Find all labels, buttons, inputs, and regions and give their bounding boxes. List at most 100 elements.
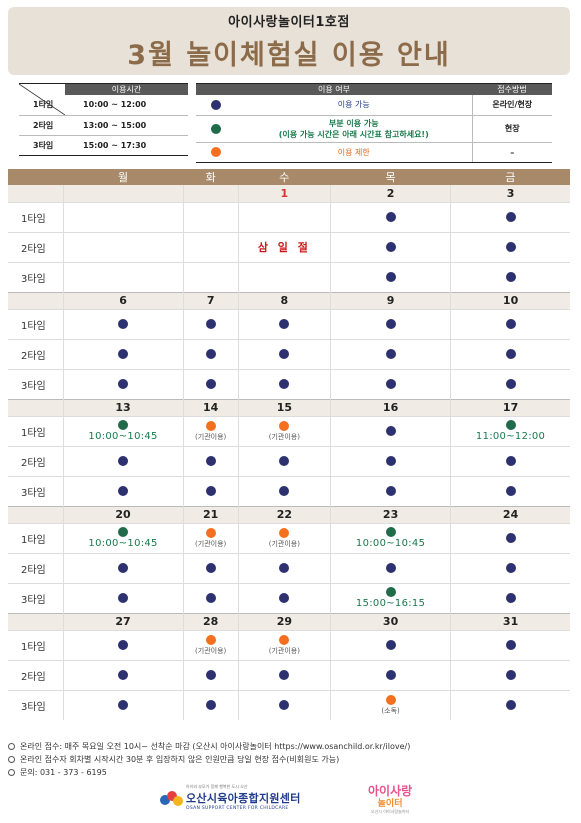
slot-cell: 15:00~16:15 (330, 582, 451, 613)
legend-restricted-text: 이용 제한 (236, 142, 472, 163)
legend-method-header: 접수방법 (472, 83, 552, 95)
date-cell: 6 (62, 291, 184, 309)
slot-cell (237, 445, 331, 476)
slot-cell (330, 445, 451, 476)
page-subtitle: 아이사랑놀이터1호점 (228, 15, 350, 30)
slot-cell (182, 659, 239, 690)
slot-cell: (기관이용) (182, 629, 239, 660)
available-dot-icon (385, 349, 396, 359)
date-cell: 1 (237, 185, 331, 202)
legend-row: 이용 제한 – (196, 142, 552, 163)
slot-cell (62, 338, 184, 369)
slot-cell (330, 415, 451, 446)
date-row-label (8, 612, 63, 630)
slot-cell: 10:00~10:45 (62, 415, 184, 446)
partial-dot-icon (385, 587, 396, 597)
partial-dot-icon (118, 527, 129, 537)
available-dot-icon (118, 700, 129, 711)
available-dot-icon (118, 563, 129, 573)
available-dot-icon (279, 593, 290, 603)
slot-row: 3타임 (소독) (8, 689, 570, 720)
slot-cell (62, 659, 184, 690)
holiday-label: 삼 일 절 (257, 241, 311, 254)
date-cell: 21 (182, 505, 239, 523)
weekday-header: 화 (183, 169, 239, 185)
slot-cell (62, 201, 184, 232)
slot-cell (330, 552, 451, 583)
restriction-note: (기관이용) (195, 432, 227, 441)
available-dot-icon (385, 670, 396, 680)
slot-cell (330, 201, 451, 232)
slot-row: 2타임 삼 일 절 (8, 231, 570, 262)
partial-time-text: 10:00~10:45 (88, 538, 158, 549)
slot-row: 2타임 (8, 659, 570, 690)
circle-bullet-icon (8, 756, 15, 763)
circle-bullet-icon (8, 743, 15, 750)
restriction-note: (기관이용) (195, 539, 227, 548)
available-dot-icon (118, 379, 129, 389)
date-cell: 28 (182, 612, 239, 630)
slot-row: 1타임 (8, 308, 570, 339)
weekday-header: 금 (450, 169, 570, 185)
slot-cell: (기관이용) (182, 415, 239, 446)
available-dot-icon (385, 426, 396, 436)
slot-label: 2타임 (8, 445, 63, 476)
time-slot-range: 15:00 ~ 17:30 (65, 135, 188, 156)
slot-cell (237, 308, 331, 339)
slot-label: 3타임 (8, 368, 63, 399)
available-dot-icon (385, 242, 396, 252)
slot-row: 2타임 (8, 445, 570, 476)
available-dot-icon (205, 379, 216, 389)
date-row-label (8, 505, 63, 523)
slot-label: 1타임 (8, 415, 63, 446)
restriction-note: (기관이용) (268, 646, 300, 655)
footer-online-text: 온라인 접수: 매주 목요일 오전 10시~ 선착순 마감 (오산시 아이사랑놀… (20, 742, 411, 751)
slot-cell (330, 368, 451, 399)
restricted-dot-icon (205, 634, 216, 645)
slot-cell (450, 582, 570, 613)
calendar-corner (8, 169, 63, 185)
slot-label: 3타임 (8, 689, 63, 720)
slot-cell (450, 629, 570, 660)
slot-cell (330, 659, 451, 690)
slot-row: 1타임 10:00~10:45 (기관이용) (기관이용) 11:00~12:00 (8, 415, 570, 446)
slot-row: 1타임 (기관이용) (기관이용) (8, 629, 570, 660)
available-dot-icon (505, 640, 516, 650)
slot-cell: 10:00~10:45 (62, 522, 184, 553)
page-title: 3월 놀이체험실 이용 안내 (127, 40, 451, 71)
date-cell: 7 (182, 291, 239, 309)
slot-cell (182, 201, 239, 232)
slot-cell (237, 368, 331, 399)
weekday-header: 월 (63, 169, 184, 185)
restriction-note: (기관이용) (268, 539, 300, 548)
legend-available-text: 이용 가능 (236, 95, 472, 116)
slot-cell (182, 689, 239, 720)
date-cell: 3 (450, 185, 570, 202)
available-dot-icon (385, 379, 396, 389)
available-dot-icon (505, 272, 516, 282)
date-cell (62, 185, 184, 202)
available-dot-icon (205, 670, 216, 680)
available-dot-icon (385, 640, 396, 650)
partial-time-text: 11:00~12:00 (475, 431, 546, 442)
available-dot-icon (279, 563, 290, 573)
available-dot-icon (118, 456, 129, 466)
slot-cell: 11:00~12:00 (450, 415, 570, 446)
available-dot-icon (205, 700, 216, 711)
partial-dot-icon (385, 527, 396, 537)
date-row: 6 7 8 9 10 (8, 291, 570, 309)
slot-row: 1타임 (8, 201, 570, 232)
date-row: 13 14 15 16 17 (8, 398, 570, 416)
slot-cell (182, 261, 239, 292)
slot-cell (182, 475, 239, 506)
slot-label: 3타임 (8, 582, 63, 613)
time-slot-label: 3타임 (19, 135, 65, 156)
slot-cell (330, 338, 451, 369)
slot-cell (450, 689, 570, 720)
slot-cell: (기관이용) (237, 522, 331, 553)
slot-label: 1타임 (8, 308, 63, 339)
available-dot-icon (118, 349, 129, 359)
weekday-header: 수 (238, 169, 331, 185)
footer-line: 온라인 접수: 매주 목요일 오전 10시~ 선착순 마감 (오산시 아이사랑놀… (8, 740, 570, 753)
